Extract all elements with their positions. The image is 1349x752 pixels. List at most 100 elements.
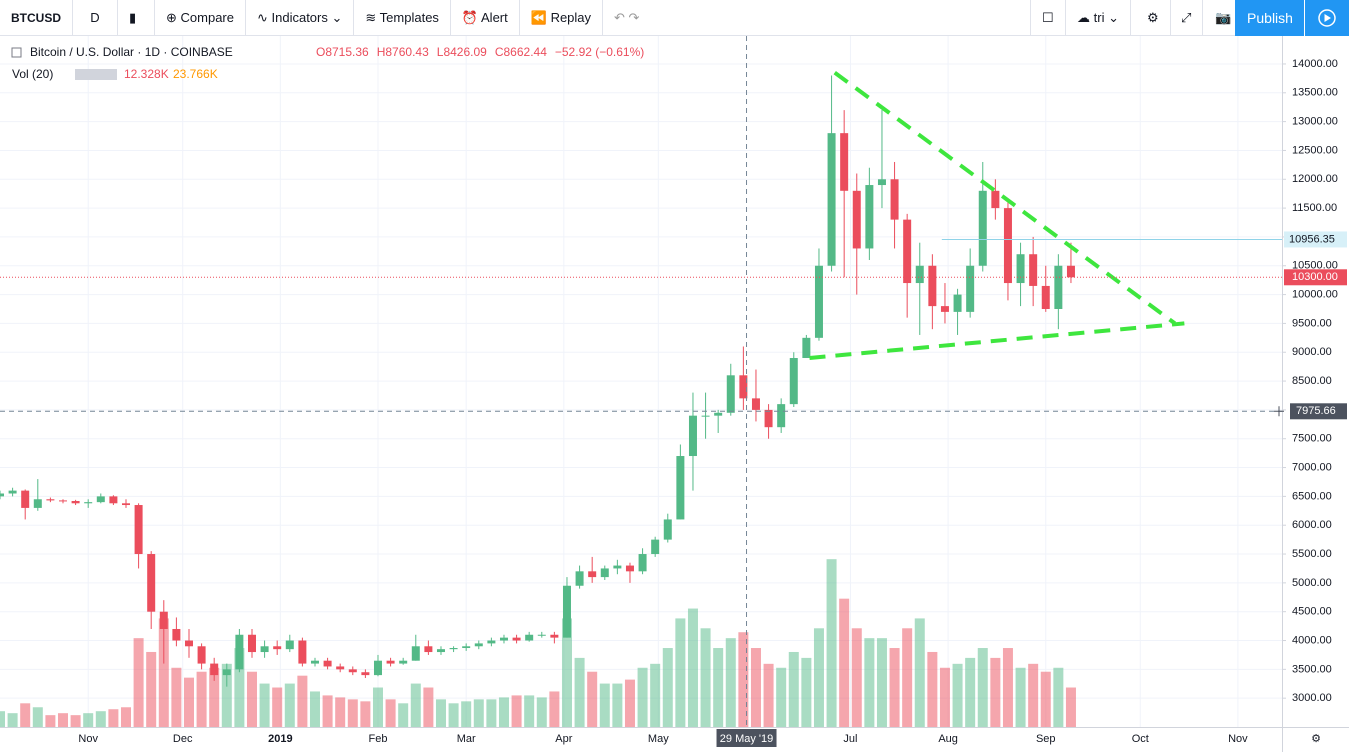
label: Templates <box>379 9 439 25</box>
volume-bar <box>1053 667 1064 727</box>
volume-bar <box>1040 671 1051 727</box>
candle-body <box>525 634 534 641</box>
volume-bar <box>297 675 308 727</box>
candle-body <box>751 398 760 410</box>
x-tick-label: 2019 <box>268 733 292 745</box>
volume-bar <box>246 671 257 727</box>
volume-bar <box>750 648 761 727</box>
candle-body <box>197 646 206 664</box>
collapse-box <box>11 47 22 58</box>
volume-bar <box>158 618 169 727</box>
x-tick-label: Sep <box>1036 733 1056 745</box>
volume-bar <box>498 697 509 727</box>
candle-body <box>33 499 42 508</box>
candle-body <box>701 415 710 417</box>
candle-body <box>600 568 609 578</box>
play-button[interactable] <box>1304 0 1349 36</box>
x-tick-label: Mar <box>457 733 476 745</box>
x-tick-label: Aug <box>938 733 958 745</box>
volume-bar <box>713 648 724 727</box>
candle-body <box>84 502 93 504</box>
fullscreen[interactable]: ⤢ <box>1170 0 1204 36</box>
volume-bar <box>234 648 245 727</box>
candle-body <box>474 643 483 647</box>
volume-bar <box>952 663 963 727</box>
fullscreen-box[interactable]: ☐ <box>1030 0 1066 36</box>
y-tick-label: 14000.00 <box>1292 58 1338 70</box>
legend-change: −52.92 (−0.61%) <box>555 45 644 59</box>
replay-button[interactable]: ⏪ Replay <box>520 0 604 36</box>
symbol[interactable]: BTCUSD <box>0 0 73 36</box>
candle-body <box>487 640 496 644</box>
candle-body <box>285 640 294 650</box>
volume-bar <box>1002 648 1013 727</box>
candle-body <box>651 539 660 555</box>
candle-body <box>323 660 332 667</box>
candle-body <box>1016 254 1025 284</box>
indicators-button[interactable]: ∿ Indicators ⌄ <box>246 0 355 36</box>
volume-bar <box>927 651 938 727</box>
volume-bar <box>435 699 446 727</box>
candle-body <box>915 265 924 284</box>
interval[interactable]: D <box>73 0 118 36</box>
label: Alert <box>481 9 508 25</box>
candle-body <box>210 663 219 676</box>
crosshair-y-label: 7975.66 <box>1296 405 1336 417</box>
y-tick-label: 8500.00 <box>1292 375 1332 387</box>
y-tick-label: 6000.00 <box>1292 519 1332 531</box>
volume-bar <box>372 687 383 727</box>
candle-body <box>978 190 987 266</box>
candle-body <box>373 660 382 676</box>
settings[interactable]: ⚙ <box>1136 0 1171 36</box>
x-tick-label: Jul <box>843 733 857 745</box>
candle-body <box>928 265 937 307</box>
compare-button[interactable]: ⊕ Compare <box>155 0 246 36</box>
y-tick-label: 10500.00 <box>1292 260 1338 272</box>
crosshair-plus <box>1274 406 1284 417</box>
candle-body <box>134 505 143 555</box>
x-tick-label: Dec <box>173 733 193 745</box>
volume-bar <box>902 628 913 727</box>
volume-bar <box>1015 667 1026 727</box>
y-tick-label: 3000.00 <box>1292 692 1332 704</box>
layout[interactable]: ☁ tri ⌄ <box>1066 0 1131 36</box>
volume-bar <box>725 638 736 727</box>
candle-body <box>424 646 433 653</box>
publish-button[interactable]: Publish <box>1235 0 1305 36</box>
volume-bar <box>939 667 950 727</box>
volume-bar <box>473 699 484 727</box>
candle-body <box>840 133 849 191</box>
candle-body <box>625 565 634 572</box>
volume-bar <box>360 701 371 727</box>
candle-body <box>739 375 748 399</box>
candle-body <box>436 649 445 653</box>
x-tick-label: May <box>648 733 669 745</box>
candle-body <box>273 646 282 650</box>
candle-body <box>361 672 370 676</box>
templates-button[interactable]: ≋ Templates <box>354 0 451 36</box>
candle-body <box>399 660 408 664</box>
volume-bar <box>410 683 421 727</box>
volume-bar <box>259 683 270 727</box>
candle-body <box>688 415 697 457</box>
alert-button[interactable]: ⏰ Alert <box>451 0 520 36</box>
legend-high: H8760.43 <box>377 45 429 59</box>
volume-bar <box>889 648 900 727</box>
last-price-label: 10300.00 <box>1292 271 1338 283</box>
y-tick-label: 9000.00 <box>1292 346 1332 358</box>
chart-style[interactable]: ▮ <box>118 0 155 36</box>
volume-bar <box>423 687 434 727</box>
candle-body <box>827 133 836 266</box>
volume-bar <box>347 699 358 727</box>
volume-bar <box>990 657 1001 727</box>
candle-body <box>172 628 181 641</box>
candle-body <box>96 496 105 503</box>
candle-body <box>310 660 319 664</box>
volume-bar <box>876 638 887 727</box>
candle-body <box>852 190 861 249</box>
candle-body <box>1041 285 1050 309</box>
candle-body <box>462 646 471 649</box>
volume-bar <box>914 618 925 727</box>
x-tick-label: Apr <box>555 733 572 745</box>
undo-redo[interactable]: ↶ ↷ <box>614 9 640 25</box>
